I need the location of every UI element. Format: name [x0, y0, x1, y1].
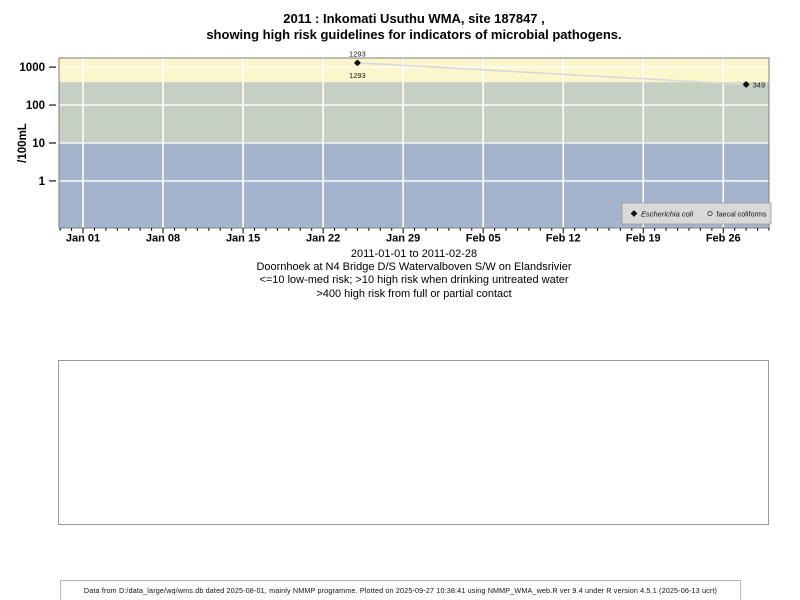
empty-panel: [58, 360, 769, 525]
chart-plot: 1293 1293 349 Escherichia coli faecal colifo…: [17, 49, 772, 245]
legend-symbol-open-circle: [707, 210, 713, 217]
data-point-escherichia-coli: [354, 59, 361, 67]
legend-box: [621, 202, 772, 225]
x-tick-label: Jan 01: [66, 233, 100, 245]
chart-title: 2011 : Inkomati Usuthu WMA, site 187847 …: [59, 11, 769, 43]
x-tick-label: Jan 15: [226, 233, 260, 245]
x-tick-label: Feb 05: [466, 233, 501, 245]
caption-risk-line-2: >400 high risk from full or partial cont…: [316, 287, 512, 300]
x-tick-label: Jan 08: [146, 233, 180, 245]
caption-site-name: Doornhoek at N4 Bridge D/S Watervalboven…: [256, 261, 572, 274]
x-tick-label: Feb 19: [626, 233, 661, 245]
chart-title-line1: 2011 : Inkomati Usuthu WMA, site 187847 …: [283, 11, 545, 26]
data-point-label: 1293: [349, 49, 366, 58]
x-tick-label: Jan 29: [386, 233, 420, 245]
data-point-label: 1293: [349, 71, 366, 80]
chart-caption: 2011-01-01 to 2011-02-28 Doornhoek at N4…: [59, 248, 769, 301]
x-tick-label: Feb 26: [706, 233, 741, 245]
y-tick-label: 1000: [19, 62, 45, 74]
x-tick-label: Jan 22: [306, 233, 340, 245]
data-point-label: 349: [753, 80, 766, 89]
caption-risk-line-1: <=10 low-med risk; >10 high risk when dr…: [259, 274, 569, 287]
footer-provenance-text: Data from D:/data_large/wq/wms.db dated …: [83, 586, 718, 595]
y-tick-label: 10: [32, 138, 45, 150]
x-tick-label: Feb 12: [546, 233, 581, 245]
y-tick-label: 100: [26, 100, 45, 112]
footer-box: Data from D:/data_large/wq/wms.db dated …: [60, 580, 741, 600]
legend-label: Escherichia coli: [641, 210, 693, 219]
y-tick-label: 1: [39, 176, 46, 188]
data-point-escherichia-coli: [742, 81, 750, 88]
band-high-risk-drinking-untreated: [59, 82, 769, 143]
band-high-risk-full-or-partial-contact: [59, 58, 769, 83]
series-line-escherichia-coli: [357, 62, 747, 86]
legend-label: faecal coliforms: [717, 210, 767, 219]
legend-symbol-filled-diamond: [630, 210, 638, 217]
y-axis-title: /100mL: [17, 123, 29, 163]
plot-border: [58, 57, 770, 229]
chart-title-line2: showing high risk guidelines for indicat…: [206, 27, 622, 42]
caption-date-range: 2011-01-01 to 2011-02-28: [350, 248, 478, 260]
